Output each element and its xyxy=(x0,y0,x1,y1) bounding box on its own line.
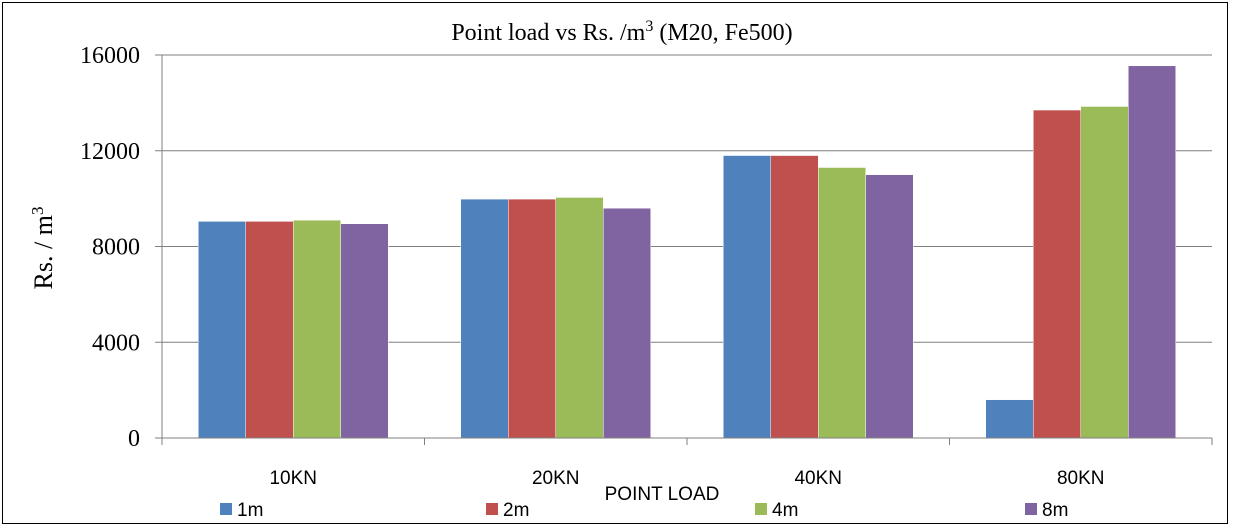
y-axis-label: Rs. / m3 xyxy=(28,207,58,290)
y-tick-labels: 0 4000 8000 12000 16000 xyxy=(80,43,140,452)
bar-2m-10KN xyxy=(245,221,294,439)
bar-4m-40KN xyxy=(818,167,866,439)
bar-4m-20KN xyxy=(555,197,604,439)
bar-1m-10KN xyxy=(198,221,246,439)
axes xyxy=(155,54,1213,445)
chart-title: Point load vs Rs. /m3 (M20, Fe500) xyxy=(451,18,792,46)
y-tick-label: 12000 xyxy=(80,139,140,165)
y-tick-label: 16000 xyxy=(80,43,140,69)
x-tick-labels: 10KN 20KN 40KN 80KN xyxy=(269,468,1104,489)
legend-item-8m: 8m xyxy=(1025,500,1068,521)
bars xyxy=(198,65,1176,439)
bar-1m-20KN xyxy=(460,198,509,439)
x-axis-label: POINT LOAD xyxy=(605,484,720,505)
x-tick-label: 10KN xyxy=(269,468,317,489)
x-tick-label: 40KN xyxy=(794,468,842,489)
legend-swatch xyxy=(220,503,232,515)
legend-item-2m: 2m xyxy=(486,500,529,521)
bar-4m-80KN xyxy=(1080,106,1129,439)
legend-swatch xyxy=(755,503,767,515)
y-tick-label: 4000 xyxy=(92,330,140,356)
y-tick-label: 0 xyxy=(128,426,140,452)
legend: 1m 2m 4m 8m xyxy=(220,500,1068,521)
bar-8m-40KN xyxy=(865,174,914,439)
legend-swatch xyxy=(486,503,498,515)
bar-8m-10KN xyxy=(340,223,389,439)
bar-2m-80KN xyxy=(1033,109,1081,439)
bar-4m-10KN xyxy=(293,219,341,439)
y-tick-label: 8000 xyxy=(92,235,140,261)
legend-label: 2m xyxy=(503,500,529,521)
x-tick-label: 20KN xyxy=(532,468,580,489)
bar-2m-40KN xyxy=(770,155,819,439)
legend-label: 4m xyxy=(772,500,798,521)
legend-label: 8m xyxy=(1042,500,1068,521)
bar-1m-40KN xyxy=(723,155,771,439)
x-tick-label: 80KN xyxy=(1057,468,1105,489)
legend-swatch xyxy=(1025,503,1037,515)
legend-item-4m: 4m xyxy=(755,500,798,521)
legend-label: 1m xyxy=(237,500,263,521)
bar-2m-20KN xyxy=(508,198,556,439)
bar-8m-20KN xyxy=(603,207,651,439)
legend-item-1m: 1m xyxy=(220,500,263,521)
bar-8m-80KN xyxy=(1128,65,1176,439)
bar-1m-80KN xyxy=(985,399,1034,439)
